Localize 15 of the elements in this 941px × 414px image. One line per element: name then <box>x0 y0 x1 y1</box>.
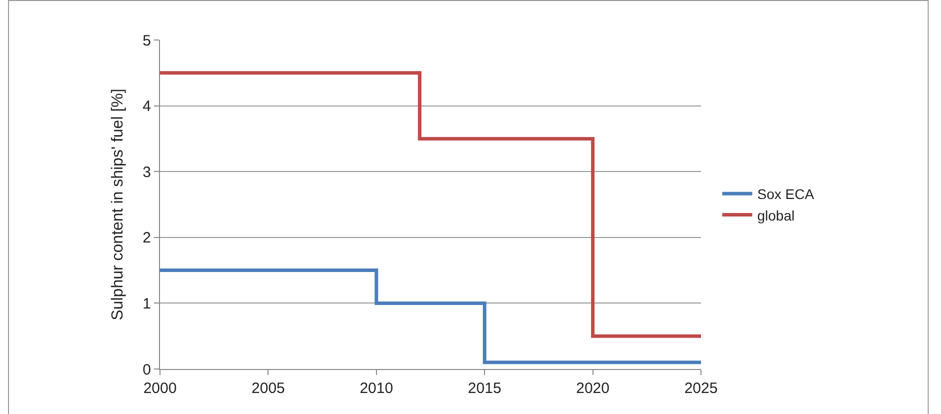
y-tick-label: 0 <box>142 361 151 378</box>
y-tick-label: 1 <box>142 295 151 312</box>
x-tick-label: 2015 <box>468 380 502 397</box>
x-tick-label: 2010 <box>360 380 394 397</box>
x-tick-label: 2025 <box>684 380 718 397</box>
x-tick-label: 2000 <box>143 380 177 397</box>
y-axis-title: Sulphur content in ships' fuel [%] <box>110 88 127 320</box>
x-tick-label: 2020 <box>576 380 610 397</box>
x-tick-label: 2005 <box>252 380 285 397</box>
y-tick-label: 5 <box>142 32 151 50</box>
y-tick-label: 4 <box>142 98 151 116</box>
legend-label: Sox ECA <box>757 186 815 202</box>
y-tick-label: 2 <box>142 230 151 247</box>
y-tick-label: 3 <box>142 164 151 181</box>
legend-label: global <box>757 207 795 224</box>
